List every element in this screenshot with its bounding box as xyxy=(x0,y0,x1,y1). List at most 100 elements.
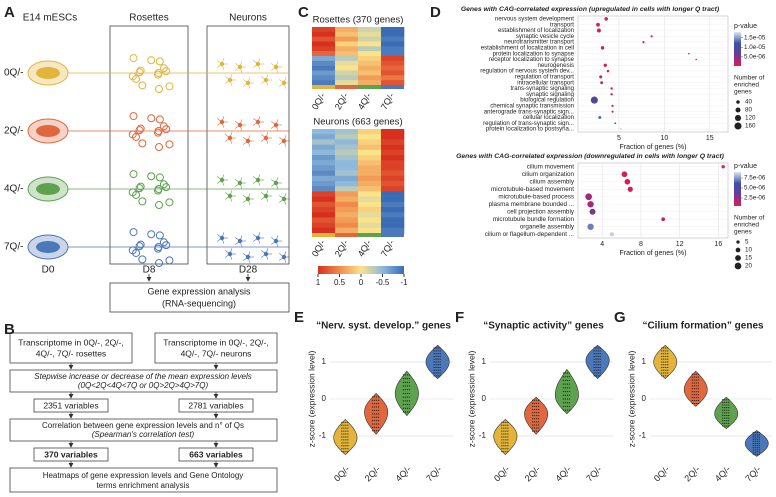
term-label: receptor localization to synapse xyxy=(489,56,575,63)
heat-cell xyxy=(358,80,382,86)
heat-cell xyxy=(358,31,382,37)
heat-cell xyxy=(381,222,405,229)
heat-cell xyxy=(312,27,336,33)
neurite xyxy=(275,66,279,73)
genotype-strip xyxy=(358,85,381,89)
term-label: intracellular transport xyxy=(517,79,574,86)
term-label: chemical synaptic transmission xyxy=(490,103,574,110)
flow-box xyxy=(9,467,278,493)
neurite xyxy=(257,179,261,186)
heat-cell xyxy=(381,75,405,81)
neurite xyxy=(239,119,243,126)
neurite xyxy=(217,234,223,239)
heat-cell xyxy=(335,56,359,62)
flow-text: 663 variables xyxy=(189,449,243,459)
heat-cell xyxy=(335,227,359,234)
neurite xyxy=(221,121,225,128)
neurite xyxy=(257,121,261,128)
neurite xyxy=(225,76,231,81)
heat-cell xyxy=(335,27,359,33)
heat-cell xyxy=(358,181,382,187)
colorbar xyxy=(734,32,741,66)
y-tick-label: -1 xyxy=(639,431,647,440)
neurite xyxy=(265,195,269,202)
column-label: 2Q/- xyxy=(333,91,350,111)
neurite xyxy=(216,63,223,68)
neurite xyxy=(279,195,285,200)
heat-cell xyxy=(335,155,359,161)
heat-cell xyxy=(312,70,336,76)
heat-cell xyxy=(381,217,405,223)
colorbar xyxy=(734,172,741,206)
rosette xyxy=(155,201,164,210)
colorbar-label: 1 xyxy=(316,278,321,287)
neurite xyxy=(221,63,225,70)
heat-cell xyxy=(335,175,359,182)
genotype-strip xyxy=(381,233,404,237)
neurite xyxy=(229,253,233,260)
rosette xyxy=(128,130,137,139)
heat-cell xyxy=(335,31,359,37)
rosette xyxy=(147,114,156,123)
heat-cell xyxy=(381,186,405,192)
flow-text: Heatmaps of gene expression levels and G… xyxy=(43,471,244,480)
term-label: cilium assembly xyxy=(530,178,575,185)
flow-text: Transcriptome in 0Q/-, 2Q/-, xyxy=(18,337,124,347)
heat-cell xyxy=(358,36,382,42)
neurite xyxy=(242,82,249,87)
size-label: 80 xyxy=(745,107,753,114)
term-dot xyxy=(599,75,603,79)
neurite xyxy=(247,82,251,89)
rosette xyxy=(165,198,174,207)
column-label: 7Q/- xyxy=(379,238,396,258)
flow-text: terms enrichment analysis xyxy=(97,481,190,490)
neurite xyxy=(278,198,285,203)
panel-label: A xyxy=(4,4,15,21)
size-key xyxy=(734,122,742,130)
rosette xyxy=(159,238,168,247)
rosette xyxy=(155,231,164,240)
analysis-text: Gene expression analysis xyxy=(147,286,251,296)
rosette xyxy=(165,256,174,265)
term-label: organelle assembly xyxy=(520,223,575,230)
rosette xyxy=(155,115,164,124)
neurite xyxy=(275,182,279,189)
neurite xyxy=(271,63,277,68)
rosette xyxy=(138,255,147,264)
term-dot xyxy=(610,93,613,96)
colorbar-label: 5.0e-06 xyxy=(744,54,766,61)
rosette xyxy=(136,66,145,75)
heat-cell xyxy=(335,41,359,47)
term-label: establishment of localization xyxy=(498,27,574,34)
neurite xyxy=(224,195,231,200)
heat-cell xyxy=(358,134,382,140)
term-dot xyxy=(598,115,602,120)
rosette xyxy=(159,122,168,131)
stage-header: Rosettes xyxy=(129,13,168,24)
term-dot xyxy=(650,35,653,38)
size-label: 15 xyxy=(745,255,753,262)
term-label: cilium movement xyxy=(527,163,574,170)
heat-cell xyxy=(381,175,405,182)
heat-cell xyxy=(358,191,382,197)
heat-cell xyxy=(381,160,405,166)
violin-title: “Nerv. syst. develop.” genes xyxy=(316,321,451,332)
term-dot xyxy=(600,46,605,50)
neurite xyxy=(275,119,279,126)
term-label: biological regulation xyxy=(520,97,574,104)
violin-title: “Synaptic activity” genes xyxy=(483,321,604,332)
neurite xyxy=(253,118,259,123)
x-tick-label: 16 xyxy=(714,241,722,248)
heat-cell xyxy=(381,139,405,145)
flow-text: 370 variables xyxy=(44,449,98,459)
x-tick-label: 2Q/- xyxy=(682,464,701,483)
heat-cell xyxy=(335,181,359,187)
neurite xyxy=(239,177,243,184)
heat-cell xyxy=(358,27,382,33)
heat-cell xyxy=(381,212,405,218)
neurite xyxy=(243,79,249,84)
term-label: regulation of nervous system dev... xyxy=(480,68,574,75)
genotype-strip xyxy=(335,233,358,237)
heat-cell xyxy=(381,27,405,33)
